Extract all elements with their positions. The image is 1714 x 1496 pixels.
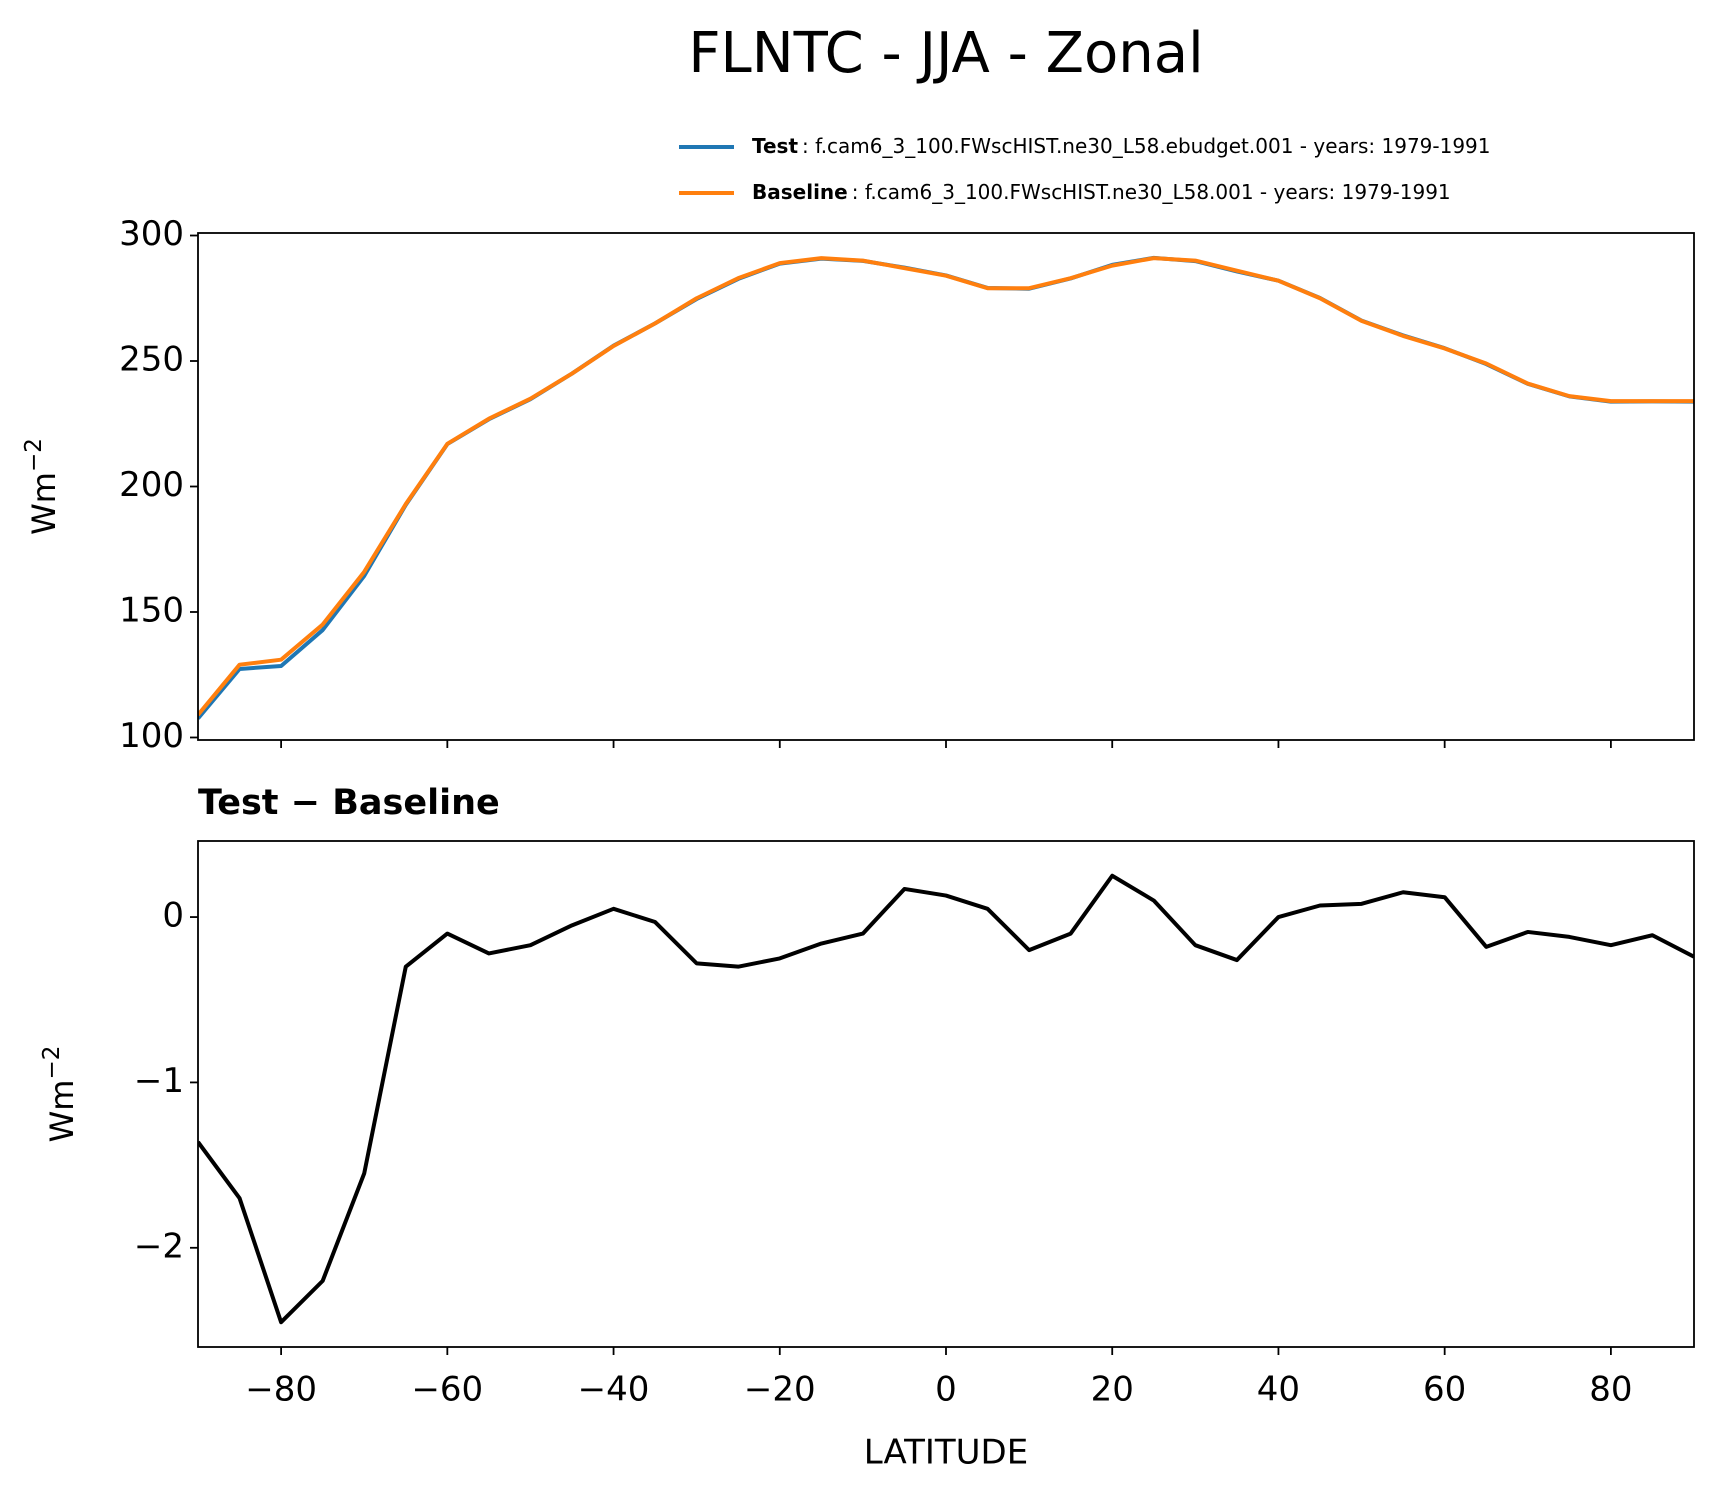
x-tick-label: −80 — [245, 1370, 317, 1410]
y-tick-label: 250 — [119, 340, 184, 380]
data-line — [198, 255, 1694, 720]
legend-name: Test — [752, 134, 798, 158]
y-tick-label: 300 — [119, 214, 184, 254]
y-tick-label: 150 — [119, 590, 184, 630]
y-axis-label-exponent: −2 — [39, 1046, 65, 1080]
subplot-title: Test − Baseline — [198, 783, 500, 823]
x-axis-label: LATITUDE — [864, 1433, 1028, 1473]
x-tick-label: 40 — [1257, 1370, 1300, 1410]
x-tick-label: 60 — [1423, 1370, 1466, 1410]
legend-text: : f.cam6_3_100.FWscHIST.ne30_L58.001 - y… — [852, 180, 1451, 204]
legend-label: Baseline: f.cam6_3_100.FWscHIST.ne30_L58… — [752, 180, 1451, 204]
x-tick-label: −40 — [578, 1370, 650, 1410]
legend-text: : f.cam6_3_100.FWscHIST.ne30_L58.ebudget… — [802, 134, 1491, 158]
data-line — [198, 873, 1694, 1325]
x-tick-label: −60 — [411, 1370, 483, 1410]
x-tick-label: 0 — [935, 1370, 957, 1410]
y-tick-label: −2 — [134, 1226, 184, 1266]
y-tick-label: 0 — [162, 896, 184, 936]
y-axis-label-base: Wm — [43, 1080, 81, 1143]
y-tick-label: −1 — [134, 1061, 184, 1101]
y-axis-label: Wm−2 — [21, 438, 64, 535]
legend-label: Test: f.cam6_3_100.FWscHIST.ne30_L58.ebu… — [752, 134, 1491, 158]
axes-frame — [197, 232, 1695, 741]
figure-title: FLNTC - JJA - Zonal — [688, 21, 1203, 86]
x-tick-label: 80 — [1589, 1370, 1632, 1410]
axes-frame — [197, 840, 1695, 1348]
data-line — [198, 256, 1694, 717]
x-tick-label: −20 — [744, 1370, 816, 1410]
y-axis-label-exponent: −2 — [21, 438, 47, 472]
y-tick-label: 100 — [119, 716, 184, 756]
y-tick-label: 200 — [119, 465, 184, 505]
y-axis-label-base: Wm — [25, 472, 63, 535]
legend-name: Baseline — [752, 180, 848, 204]
y-axis-label: Wm−2 — [39, 1046, 82, 1143]
x-tick-label: 20 — [1091, 1370, 1134, 1410]
